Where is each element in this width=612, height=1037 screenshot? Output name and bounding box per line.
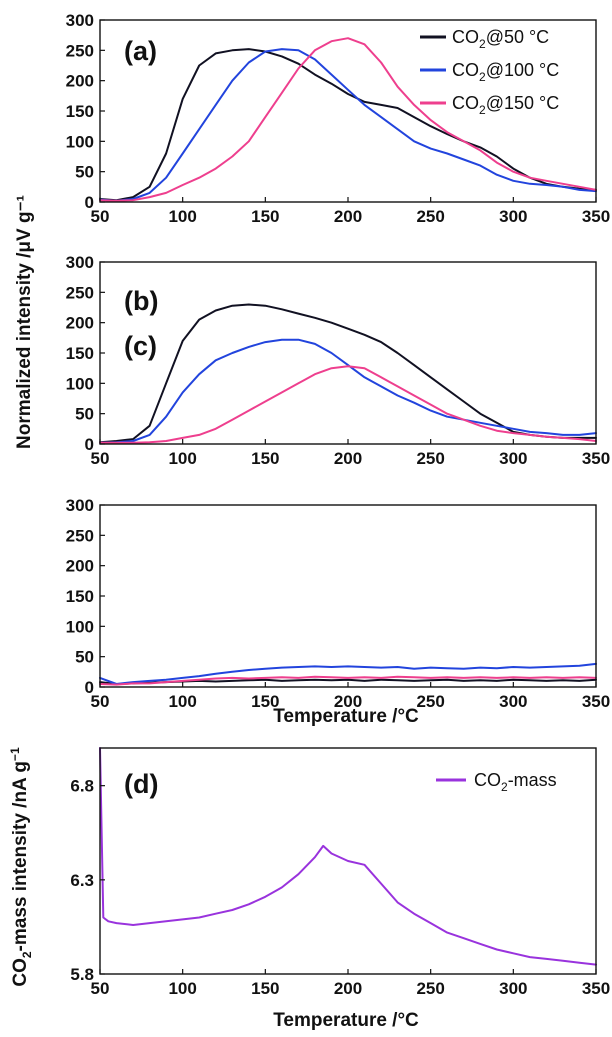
y-tick-label: 6.3: [70, 871, 94, 890]
x-tick-label: 50: [91, 979, 110, 998]
y-tick-label: 0: [85, 435, 94, 454]
x-tick-label: 350: [582, 979, 610, 998]
series-line-c-3: [99, 675, 597, 686]
y-tick-label: 100: [66, 617, 94, 636]
x-tick-label: 300: [499, 449, 527, 468]
x-tick-label: 200: [334, 692, 362, 711]
x-tick-label: 150: [251, 449, 279, 468]
series-layer-a: [99, 37, 597, 202]
x-tick-label: 250: [416, 979, 444, 998]
y-tick-label: 150: [66, 102, 94, 121]
panel-label-d: (d): [124, 769, 158, 799]
legend-d: CO2-mass: [436, 770, 557, 794]
y-tick-label: 150: [66, 344, 94, 363]
series-line-c-2: [99, 662, 597, 685]
panel-b: (b) 50 100 150 200 250 300 3500501001502002503…: [66, 253, 611, 468]
panel-label-a: (a): [124, 36, 157, 66]
series-layer-c: [99, 662, 597, 686]
x-tick-label: 350: [582, 692, 610, 711]
x-tick-label: 100: [168, 207, 196, 226]
y-tick-label: 5.8: [70, 965, 94, 984]
y-tick-label: 200: [66, 557, 94, 576]
legend-item-co2-mass: CO2-mass: [436, 770, 557, 794]
y-tick-label: 250: [66, 283, 94, 302]
x-tick-label: 150: [251, 692, 279, 711]
legend-label-co2-50: CO2@50 °C: [452, 27, 549, 51]
series-line-a-1: [99, 48, 597, 202]
series-layer-b: [99, 303, 597, 444]
panel-label-b: (b): [124, 286, 158, 316]
panel-label-c: (c): [124, 331, 157, 361]
x-tick-label: 200: [334, 449, 362, 468]
x-tick-label: 300: [499, 207, 527, 226]
x-tick-label: 350: [582, 207, 610, 226]
x-tick-label: 150: [251, 979, 279, 998]
y-tick-label: 50: [75, 648, 94, 667]
legend-item-co2-100: CO2@100 °C: [420, 60, 559, 84]
y-tick-label: 200: [66, 72, 94, 91]
legend-a: CO2@50 °C CO2@100 °C CO2@150 °C: [420, 27, 559, 117]
y-tick-label: 0: [85, 193, 94, 212]
series-line-a-3: [99, 37, 597, 202]
x-tick-label: 150: [251, 207, 279, 226]
legend-label-co2-150: CO2@150 °C: [452, 93, 559, 117]
legend-item-co2-50: CO2@50 °C: [420, 27, 549, 51]
y-tick-label: 100: [66, 374, 94, 393]
series-line-b-1: [99, 303, 597, 444]
series-layer-d: [99, 747, 597, 966]
x-tick-label: 300: [499, 692, 527, 711]
plot-frame-d: [99, 747, 597, 975]
x-tick-label: 100: [168, 449, 196, 468]
y-tick-label: 100: [66, 132, 94, 151]
x-tick-label: 250: [416, 207, 444, 226]
y-axis-title-normalized: Normalized intensity /μV g⁻¹: [14, 195, 35, 449]
y-axis-title-mass: CO2-mass intensity /nA g−1: [8, 747, 34, 987]
y-tick-label: 50: [75, 163, 94, 182]
x-tick-label: 250: [416, 449, 444, 468]
legend-label-co2-100: CO2@100 °C: [452, 60, 559, 84]
x-axis-title-lower: Temperature /°C: [273, 1010, 419, 1031]
x-tick-label: 350: [582, 449, 610, 468]
tick-layer-d: 50 100 150 200 250 300 350 5.8 6.3 6.8: [70, 777, 610, 998]
x-tick-label: 200: [334, 207, 362, 226]
legend-label-co2-mass: CO2-mass: [474, 770, 557, 794]
x-tick-label: 50: [91, 449, 110, 468]
y-tick-label: 150: [66, 587, 94, 606]
y-tick-label: 200: [66, 314, 94, 333]
y-tick-label: 300: [66, 496, 94, 515]
x-tick-label: 250: [416, 692, 444, 711]
x-tick-label: 300: [499, 979, 527, 998]
series-line-a-2: [99, 48, 597, 202]
plot-frame-b: [99, 261, 597, 445]
y-tick-label: 300: [66, 11, 94, 30]
y-tick-label: 6.8: [70, 777, 94, 796]
y-tick-label: 300: [66, 253, 94, 272]
plot-frame-a: [99, 19, 597, 203]
plot-frame-c: [99, 504, 597, 688]
y-tick-label: 250: [66, 41, 94, 60]
panel-c: (c) 50 100 150 200 250 300 3500501001502002503…: [66, 331, 611, 711]
series-line-b-2: [99, 338, 597, 444]
x-tick-label: 100: [168, 692, 196, 711]
y-tick-label: 50: [75, 405, 94, 424]
panel-a: (a) 50 100 150 200 250 300 3500501001502002503…: [66, 11, 611, 226]
series-line-b-3: [99, 365, 597, 444]
series-line-d-1: [99, 747, 597, 966]
y-tick-label: 0: [85, 678, 94, 697]
panel-d: (d) 50 100 150 200 250 300 350 5.8 6.3 6.8 CO2-ma…: [70, 747, 610, 998]
legend-item-co2-150: CO2@150 °C: [420, 93, 559, 117]
x-tick-label: 50: [91, 692, 110, 711]
y-tick-label: 250: [66, 526, 94, 545]
x-tick-label: 100: [168, 979, 196, 998]
x-tick-label: 50: [91, 207, 110, 226]
x-tick-label: 200: [334, 979, 362, 998]
x-axis-title-upper: Temperature /°C: [273, 706, 419, 727]
